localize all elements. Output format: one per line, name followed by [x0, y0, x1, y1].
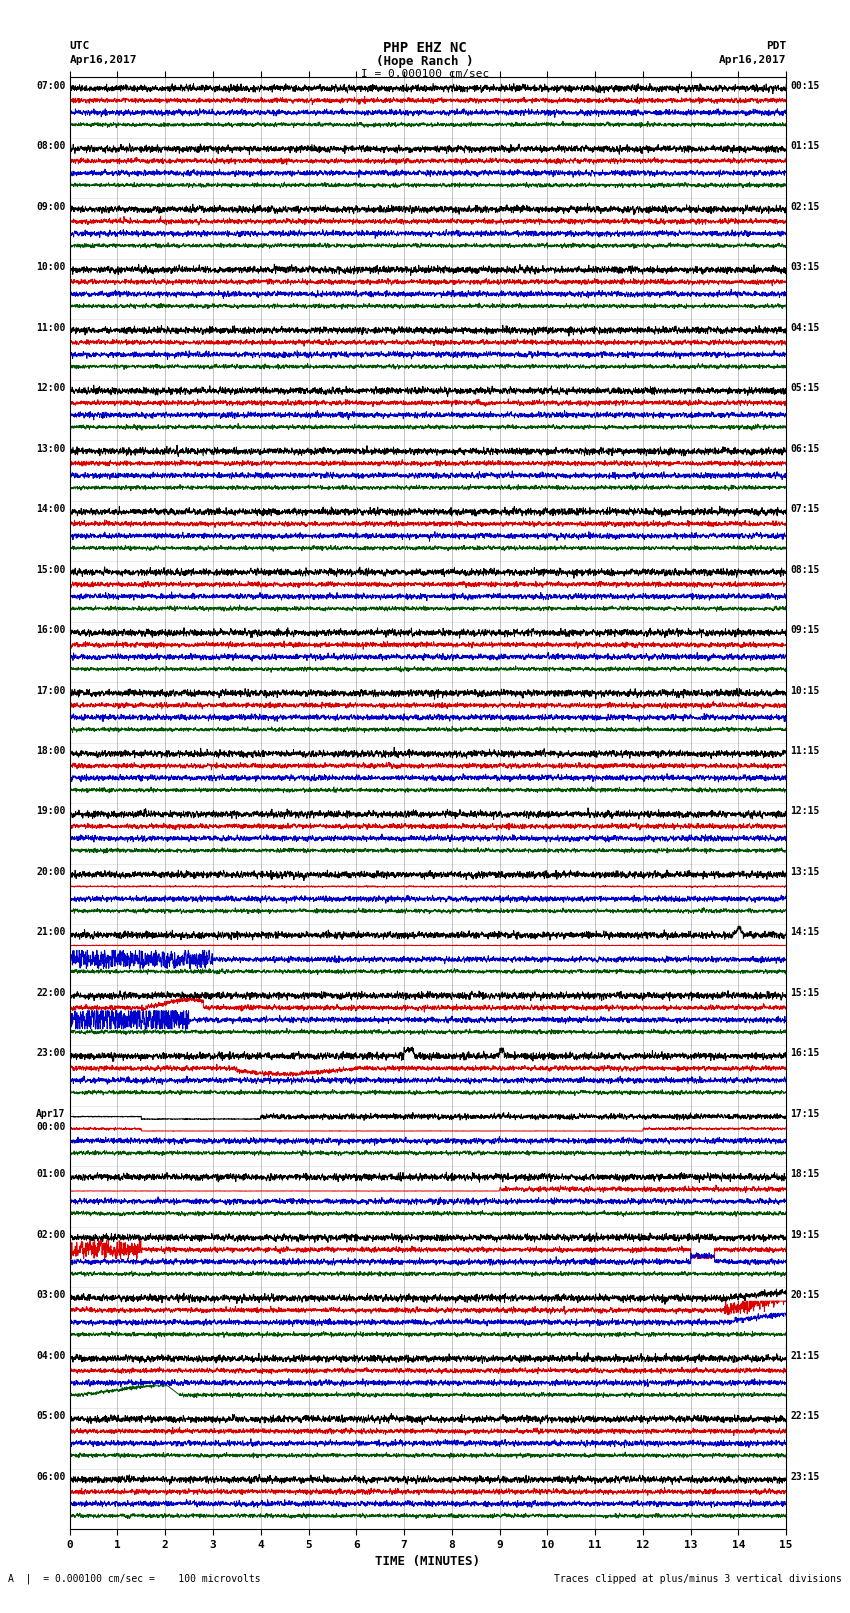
Text: 00:15: 00:15 — [790, 81, 820, 90]
Text: 03:15: 03:15 — [790, 263, 820, 273]
Text: 02:00: 02:00 — [36, 1231, 65, 1240]
Text: 22:00: 22:00 — [36, 987, 65, 998]
Text: 13:15: 13:15 — [790, 868, 820, 877]
Text: Apr16,2017: Apr16,2017 — [70, 55, 137, 65]
Text: 18:00: 18:00 — [36, 745, 65, 756]
Text: 17:00: 17:00 — [36, 686, 65, 695]
Text: 10:00: 10:00 — [36, 263, 65, 273]
Text: 03:00: 03:00 — [36, 1290, 65, 1300]
Text: 05:15: 05:15 — [790, 384, 820, 394]
Text: 19:00: 19:00 — [36, 806, 65, 816]
Text: 12:15: 12:15 — [790, 806, 820, 816]
Text: I = 0.000100 cm/sec: I = 0.000100 cm/sec — [361, 69, 489, 79]
Text: 11:15: 11:15 — [790, 745, 820, 756]
X-axis label: TIME (MINUTES): TIME (MINUTES) — [376, 1555, 480, 1568]
Text: 14:00: 14:00 — [36, 503, 65, 515]
Text: 10:15: 10:15 — [790, 686, 820, 695]
Text: 08:15: 08:15 — [790, 565, 820, 574]
Text: 15:15: 15:15 — [790, 987, 820, 998]
Text: 05:00: 05:00 — [36, 1411, 65, 1421]
Text: 02:15: 02:15 — [790, 202, 820, 211]
Text: 01:15: 01:15 — [790, 142, 820, 152]
Text: Apr17: Apr17 — [36, 1110, 65, 1119]
Text: 15:00: 15:00 — [36, 565, 65, 574]
Text: 20:15: 20:15 — [790, 1290, 820, 1300]
Text: (Hope Ranch ): (Hope Ranch ) — [377, 55, 473, 68]
Text: 04:15: 04:15 — [790, 323, 820, 332]
Text: 11:00: 11:00 — [36, 323, 65, 332]
Text: 21:00: 21:00 — [36, 927, 65, 937]
Text: Apr16,2017: Apr16,2017 — [719, 55, 786, 65]
Text: 16:00: 16:00 — [36, 624, 65, 636]
Text: 22:15: 22:15 — [790, 1411, 820, 1421]
Text: 20:00: 20:00 — [36, 868, 65, 877]
Text: 14:15: 14:15 — [790, 927, 820, 937]
Text: 17:15: 17:15 — [790, 1110, 820, 1119]
Text: PHP EHZ NC: PHP EHZ NC — [383, 40, 467, 55]
Text: 07:00: 07:00 — [36, 81, 65, 90]
Text: 18:15: 18:15 — [790, 1169, 820, 1179]
Text: 06:00: 06:00 — [36, 1471, 65, 1482]
Text: UTC: UTC — [70, 40, 90, 52]
Text: A  |  = 0.000100 cm/sec =    100 microvolts: A | = 0.000100 cm/sec = 100 microvolts — [8, 1573, 261, 1584]
Text: 06:15: 06:15 — [790, 444, 820, 453]
Text: 21:15: 21:15 — [790, 1352, 820, 1361]
Text: 19:15: 19:15 — [790, 1231, 820, 1240]
Text: 00:00: 00:00 — [36, 1123, 65, 1132]
Text: 08:00: 08:00 — [36, 142, 65, 152]
Text: 07:15: 07:15 — [790, 503, 820, 515]
Text: 09:15: 09:15 — [790, 624, 820, 636]
Text: 09:00: 09:00 — [36, 202, 65, 211]
Text: Traces clipped at plus/minus 3 vertical divisions: Traces clipped at plus/minus 3 vertical … — [553, 1574, 842, 1584]
Text: 13:00: 13:00 — [36, 444, 65, 453]
Text: PDT: PDT — [766, 40, 786, 52]
Text: 23:15: 23:15 — [790, 1471, 820, 1482]
Text: 12:00: 12:00 — [36, 384, 65, 394]
Text: 16:15: 16:15 — [790, 1048, 820, 1058]
Text: 23:00: 23:00 — [36, 1048, 65, 1058]
Text: 04:00: 04:00 — [36, 1352, 65, 1361]
Text: 01:00: 01:00 — [36, 1169, 65, 1179]
